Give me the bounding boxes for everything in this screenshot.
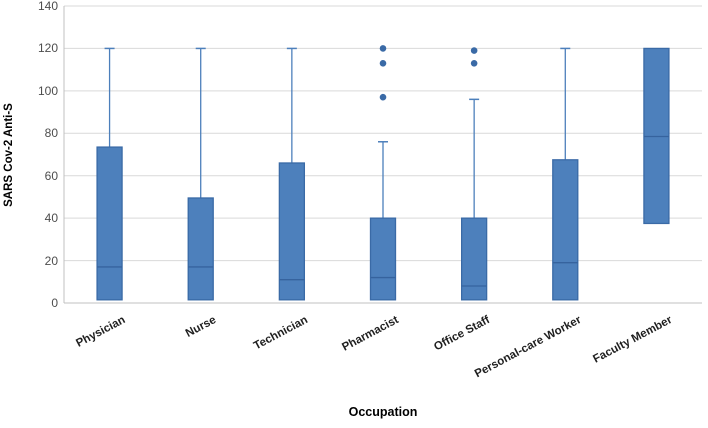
box-physician [96,146,123,301]
y-tick-label: 120 [37,41,58,56]
box-nurse [187,197,214,301]
y-tick-label: 0 [51,296,58,310]
y-axis-title: SARS Cov-2 Anti-S [3,103,15,207]
outlier-point [470,47,478,54]
outlier-point [379,45,387,52]
y-tick-label: 20 [44,253,58,268]
box-personal-care-worker [552,159,579,301]
box-technician [278,162,306,301]
y-tick-label: 40 [44,211,58,226]
outlier-point [379,59,387,67]
y-tick-label: 60 [44,168,58,183]
y-tick-label: 100 [37,83,58,98]
box-office-staff [460,217,488,301]
y-tick-label: 80 [44,126,58,141]
y-tick-label: 140 [37,0,58,13]
outlier-point [379,93,387,101]
box-pharmacist [369,217,397,301]
x-axis-title: Occupation [348,405,418,419]
outlier-point [470,59,478,67]
